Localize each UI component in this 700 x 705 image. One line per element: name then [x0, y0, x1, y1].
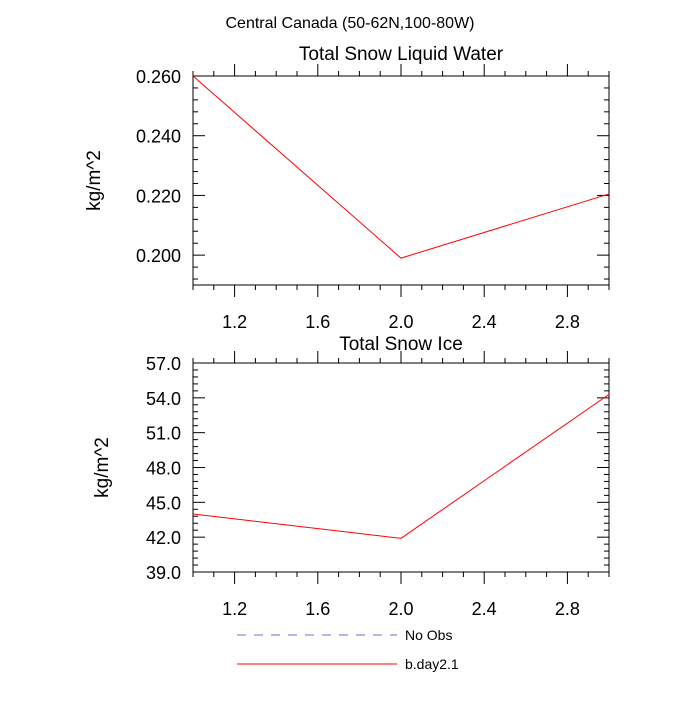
y-tick-label: 0.220 [136, 186, 181, 206]
x-tick-label: 2.0 [388, 312, 413, 332]
y-tick-label: 51.0 [146, 424, 181, 444]
series-line-b-day2-1 [192, 393, 610, 539]
panel-snow-liquid-water: Total Snow Liquid Water kg/m^2 1.2 1.6 2.0 2.… [84, 44, 610, 332]
y-tick-label: 0.240 [136, 127, 181, 147]
x-tick-label: 1.6 [305, 599, 330, 619]
x-tick-label: 2.0 [388, 599, 413, 619]
x-tick-label: 2.4 [472, 599, 497, 619]
y-tick-label: 39.0 [146, 563, 181, 583]
plot-frame [192, 362, 610, 573]
x-tick-label: 1.2 [222, 312, 247, 332]
y-tick-label: 0.200 [136, 246, 181, 266]
legend-label-b-day2-1: b.day2.1 [405, 656, 459, 672]
x-tick-label: 2.4 [472, 312, 497, 332]
x-tick-label: 2.8 [555, 312, 580, 332]
figure-suptitle: Central Canada (50-62N,100-80W) [225, 15, 474, 32]
y-tick-label: 45.0 [146, 493, 181, 513]
plot-frame [192, 75, 610, 286]
y-tick-label: 0.260 [136, 67, 181, 87]
panel-snow-ice: Total Snow Ice kg/m^2 1.2 1.6 2.0 2.4 2.8 39.0 4… [92, 334, 610, 619]
panel-title: Total Snow Ice [339, 334, 463, 355]
series-line-b-day2-1 [192, 75, 610, 259]
y-tick-label: 57.0 [146, 354, 181, 374]
y-tick-label: 48.0 [146, 459, 181, 479]
y-tick-label: 54.0 [146, 389, 181, 409]
legend-label-no-obs: No Obs [405, 627, 452, 643]
y-axis-label: kg/m^2 [92, 437, 113, 498]
x-tick-label: 1.2 [222, 599, 247, 619]
x-tick-label: 1.6 [305, 312, 330, 332]
x-tick-label: 2.8 [555, 599, 580, 619]
y-axis-label: kg/m^2 [84, 150, 105, 211]
legend: No Obs b.day2.1 [237, 627, 459, 672]
panel-title: Total Snow Liquid Water [299, 44, 504, 65]
y-tick-label: 42.0 [146, 528, 181, 548]
